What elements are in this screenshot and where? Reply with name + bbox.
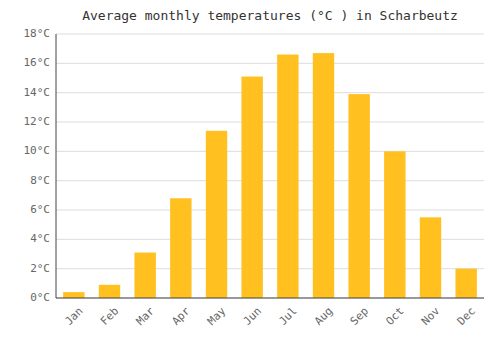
- y-tick-label: 16°C: [24, 56, 51, 69]
- x-tick-label: Jan: [62, 305, 85, 328]
- bar: [63, 292, 84, 298]
- x-tick-label: Dec: [455, 305, 478, 328]
- bar: [277, 55, 298, 298]
- y-tick-label: 12°C: [24, 115, 51, 128]
- grid-line: [56, 151, 484, 152]
- chart: 0°C 2°C 4°C 6°C 8°C 10°C 12°C 14°C 16°C 18°C Jan Fe…: [0, 0, 500, 350]
- y-tick-label: 0°C: [30, 291, 50, 304]
- y-axis: 0°C 2°C 4°C 6°C 8°C 10°C 12°C 14°C 16°C 18°C: [24, 27, 51, 304]
- x-tick-label: Jun: [241, 305, 264, 328]
- grid-line: [56, 180, 484, 181]
- x-tick-label: Nov: [419, 304, 443, 328]
- y-tick-label: 18°C: [24, 27, 51, 40]
- bar: [99, 285, 120, 298]
- x-tick-label: May: [205, 304, 229, 328]
- grid-line: [56, 63, 484, 64]
- bar: [384, 151, 405, 298]
- y-tick-label: 14°C: [24, 86, 51, 99]
- y-tick-label: 6°C: [30, 203, 50, 216]
- bar: [241, 77, 262, 298]
- grid-line: [56, 92, 484, 93]
- bars: [63, 53, 477, 298]
- bar: [455, 269, 476, 298]
- grid-line: [56, 122, 484, 123]
- x-tick-label: Aug: [312, 305, 335, 328]
- y-tick-label: 2°C: [30, 262, 50, 275]
- x-tick-label: Oct: [383, 305, 406, 328]
- grid-line: [56, 210, 484, 211]
- background: [0, 0, 500, 350]
- grid: [56, 34, 484, 298]
- x-tick-label: Jul: [276, 305, 299, 328]
- x-tick-label: Sep: [348, 305, 371, 328]
- bar: [206, 131, 227, 298]
- y-tick-label: 10°C: [24, 144, 51, 157]
- bar: [313, 53, 334, 298]
- x-tick-label: Mar: [134, 304, 158, 328]
- bar: [420, 217, 441, 298]
- bar: [170, 198, 191, 298]
- grid-line: [56, 34, 484, 35]
- title: Average monthly temperatures (°C ) in Sc…: [82, 8, 458, 23]
- x-tick-label: Apr: [169, 304, 193, 328]
- y-tick-label: 8°C: [30, 174, 50, 187]
- y-axis-line: [56, 34, 57, 298]
- bar: [348, 94, 369, 298]
- y-tick-label: 4°C: [30, 232, 50, 245]
- x-axis-line: [56, 298, 484, 299]
- bar: [134, 253, 155, 298]
- x-tick-label: Feb: [98, 305, 121, 328]
- grid-line: [56, 298, 484, 299]
- x-axis: Jan Feb Mar Apr May Jun Jul Aug Sep Oct Nov Dec: [62, 304, 478, 328]
